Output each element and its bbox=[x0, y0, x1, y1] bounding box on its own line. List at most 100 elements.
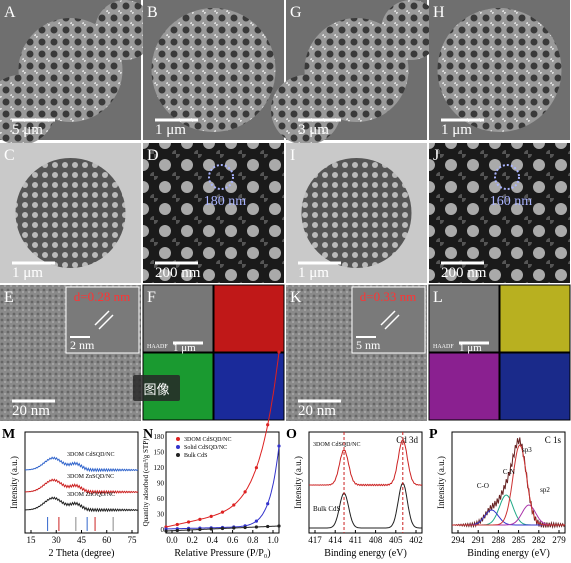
y-axis-label: Intensity (a.u.) bbox=[436, 456, 446, 509]
scale-label: 1 μm bbox=[441, 122, 472, 138]
marker bbox=[164, 529, 168, 533]
x-tick-label: 279 bbox=[552, 535, 566, 545]
plot-title: C 1s bbox=[545, 435, 562, 445]
scale-label: 20 nm bbox=[12, 403, 50, 419]
particle bbox=[95, 0, 155, 60]
peak-label: sp3 bbox=[522, 446, 532, 454]
curve bbox=[25, 456, 139, 473]
x-tick-label: 402 bbox=[409, 535, 423, 545]
inset-scale: 2 nm bbox=[70, 338, 95, 352]
scale-label: 200 nm bbox=[155, 265, 201, 281]
x-tick-label: 30 bbox=[52, 535, 62, 545]
marker bbox=[175, 522, 179, 527]
curve bbox=[452, 444, 565, 526]
marker bbox=[232, 526, 236, 530]
lattice-mark bbox=[380, 310, 400, 330]
legend-marker bbox=[176, 445, 180, 449]
y-axis-label: Intensity (a.u.) bbox=[293, 456, 303, 509]
marker bbox=[277, 444, 281, 448]
legend-marker bbox=[176, 453, 180, 457]
scale-label: 5 μm bbox=[12, 122, 43, 138]
peak-label: sp2 bbox=[540, 486, 550, 494]
particle bbox=[151, 8, 276, 132]
marker bbox=[243, 525, 247, 530]
panel-letter: N bbox=[143, 427, 153, 442]
x-tick-label: 0.4 bbox=[207, 535, 219, 545]
x-tick-label: 288 bbox=[492, 535, 506, 545]
x-tick-label: 408 bbox=[369, 535, 383, 545]
particle bbox=[301, 158, 412, 268]
panel-letter: A bbox=[4, 4, 16, 21]
legend-entry: Bulk CdS bbox=[313, 505, 341, 513]
plot-frame bbox=[165, 431, 280, 534]
micrograph bbox=[143, 143, 284, 283]
map-tag: HAADF bbox=[147, 344, 168, 350]
x-tick-label: 1.0 bbox=[267, 535, 279, 545]
x-tick-label: 0.6 bbox=[227, 535, 239, 545]
panel-letter: E bbox=[4, 289, 14, 306]
y-tick-label: 150 bbox=[154, 449, 165, 457]
legend-entry: Solid CdSQD/NC bbox=[184, 445, 227, 451]
y-axis-label: Quantity adsorbed (cm³/g STP) bbox=[142, 438, 150, 527]
panel-letter: F bbox=[147, 289, 156, 306]
highlight-circle bbox=[494, 164, 520, 190]
scale-label: 1 μm bbox=[173, 342, 196, 354]
legend-entry: Bulk CdS bbox=[184, 453, 208, 459]
inset-label: d=0.28 nm bbox=[74, 289, 130, 304]
element-map bbox=[428, 284, 500, 353]
panel-letter: M bbox=[2, 427, 15, 442]
marker bbox=[220, 510, 225, 514]
marker bbox=[232, 503, 236, 507]
inset bbox=[65, 286, 140, 354]
inset-label: d=0.33 nm bbox=[360, 289, 416, 304]
legend-marker bbox=[176, 437, 180, 441]
peak-label: C-N bbox=[503, 468, 515, 476]
marker bbox=[277, 350, 281, 354]
scale-label: 1 μm bbox=[155, 122, 186, 138]
legend-entry: 3DOM CdSQD/NC bbox=[67, 452, 115, 458]
scale-label: 20 nm bbox=[298, 403, 336, 419]
legend-entry: 3DOM CdSQD/NC bbox=[184, 437, 232, 443]
legend-entry: 3DOM ZnOQD/NC bbox=[67, 492, 115, 498]
element-map bbox=[213, 284, 285, 353]
marker bbox=[198, 527, 202, 532]
x-tick-label: 405 bbox=[389, 535, 403, 545]
marker bbox=[266, 502, 270, 506]
particle bbox=[437, 8, 562, 132]
marker bbox=[266, 423, 270, 427]
image-button[interactable]: 图像 bbox=[133, 375, 180, 401]
scale-label: 200 nm bbox=[441, 265, 487, 281]
particle bbox=[0, 75, 55, 145]
y-tick-label: 180 bbox=[154, 433, 165, 441]
marker bbox=[175, 528, 179, 533]
lattice-mark bbox=[94, 310, 114, 330]
panel-letter: C bbox=[4, 147, 15, 164]
x-tick-label: 0.2 bbox=[187, 535, 198, 545]
x-tick-label: 15 bbox=[27, 535, 37, 545]
y-tick-label: 60 bbox=[157, 495, 165, 503]
marker bbox=[220, 526, 225, 531]
marker bbox=[277, 524, 281, 528]
annotation: 180 nm bbox=[204, 194, 247, 209]
x-tick-label: 417 bbox=[308, 535, 322, 545]
peak-label: C-O bbox=[477, 482, 489, 490]
marker bbox=[187, 520, 191, 524]
y-tick-label: 90 bbox=[157, 480, 165, 488]
legend-entry: 3DOM ZnSQD/NC bbox=[67, 474, 114, 480]
marker bbox=[266, 524, 270, 529]
element-map bbox=[213, 352, 285, 421]
x-tick-label: 411 bbox=[349, 535, 362, 545]
panel-letter: G bbox=[290, 4, 302, 21]
inset-scale: 5 nm bbox=[356, 338, 381, 352]
marker bbox=[198, 517, 202, 521]
marker bbox=[243, 490, 247, 494]
inset bbox=[351, 286, 426, 354]
scale-label: 1 μm bbox=[12, 265, 43, 281]
x-tick-label: 414 bbox=[328, 535, 342, 545]
element-map bbox=[142, 284, 214, 353]
panel-letter: K bbox=[290, 289, 302, 306]
curve bbox=[25, 496, 139, 513]
x-tick-label: 0.8 bbox=[247, 535, 259, 545]
highlight-circle bbox=[208, 164, 234, 190]
plot-title: Cd 3d bbox=[396, 435, 418, 445]
